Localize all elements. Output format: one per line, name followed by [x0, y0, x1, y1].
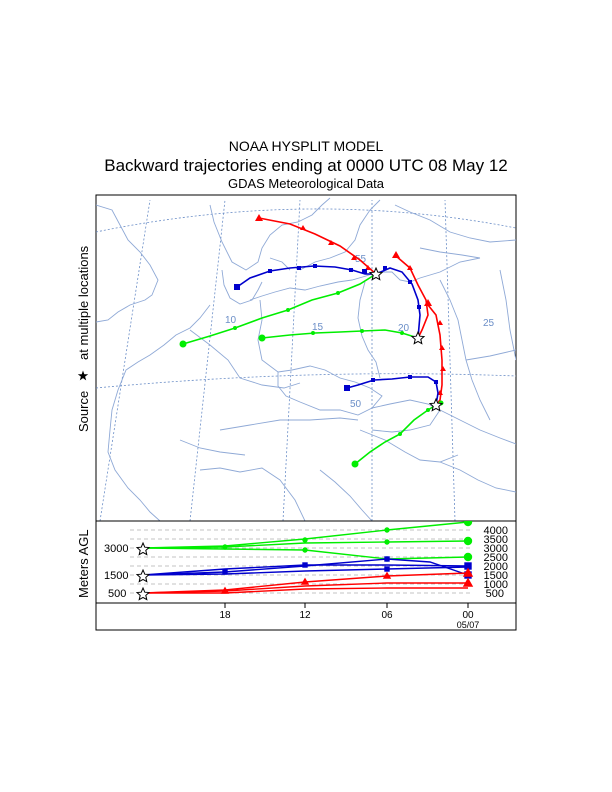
profile-green — [142, 521, 473, 562]
trajectory-red-north — [255, 214, 377, 275]
grid-label-15: 15 — [312, 322, 324, 333]
profile-red — [142, 567, 474, 594]
profile-axis-label: Meters AGL — [76, 529, 91, 598]
profile-right-label-500: 500 — [486, 588, 504, 600]
profile-right-label-4000: 4000 — [484, 525, 508, 537]
trajectory-blue-north — [234, 264, 376, 290]
time-label-12: 12 — [299, 610, 311, 621]
profile-right-label-1000: 1000 — [484, 579, 508, 591]
trajectory-blue-south — [344, 375, 439, 406]
profile-right-label-2000: 2000 — [484, 561, 508, 573]
profile-right-label-3500: 3500 — [484, 534, 508, 546]
trajectory-subtitle: Backward trajectories ending at 0000 UTC… — [104, 156, 508, 175]
grid-label-20: 20 — [398, 323, 410, 334]
profile-left-label-500: 500 — [108, 588, 126, 600]
trajectory-blue-east — [375, 266, 421, 339]
trajectory-red-south — [427, 304, 446, 406]
profile-right-label-1500: 1500 — [484, 570, 508, 582]
profile-left-label-3000: 3000 — [104, 543, 128, 555]
grid-label-25: 25 — [483, 318, 495, 329]
model-title: NOAA HYSPLIT MODEL — [228, 138, 384, 154]
profile-right-label-2500: 2500 — [484, 552, 508, 564]
source-star-icon — [410, 330, 426, 345]
profile-blue — [142, 556, 472, 579]
time-axis-ticks — [224, 603, 469, 608]
grid-label-10: 10 — [225, 315, 237, 326]
profile-right-label-3000: 3000 — [484, 543, 508, 555]
met-data-label: GDAS Meteorological Data — [227, 176, 385, 191]
height-profile-panel: 3000 1500 500 4000 3500 3000 2500 2000 1… — [76, 520, 517, 631]
side-label-suffix: at multiple locations — [76, 245, 91, 360]
trajectory-green-north — [179, 273, 377, 348]
profile-left-label-1500: 1500 — [104, 570, 128, 582]
time-label-06: 06 — [381, 610, 393, 621]
trajectory-red-east — [392, 251, 432, 339]
trajectory-green-middle — [258, 329, 419, 342]
grid-label-50: 50 — [350, 399, 362, 410]
star-icon — [77, 370, 89, 381]
source-side-label: Source at multiple locations — [76, 245, 91, 432]
date-label: 05/07 — [457, 620, 480, 630]
time-label-00: 00 — [462, 610, 474, 621]
side-label-prefix: Source — [76, 391, 91, 432]
grid-label-55: 55 — [355, 254, 367, 265]
source-star-icon — [428, 397, 444, 412]
map-panel: 55 50 10 15 20 25 — [76, 194, 517, 522]
profile-star-icon — [135, 541, 151, 601]
time-label-18: 18 — [219, 610, 231, 621]
source-star-icon — [368, 266, 384, 281]
